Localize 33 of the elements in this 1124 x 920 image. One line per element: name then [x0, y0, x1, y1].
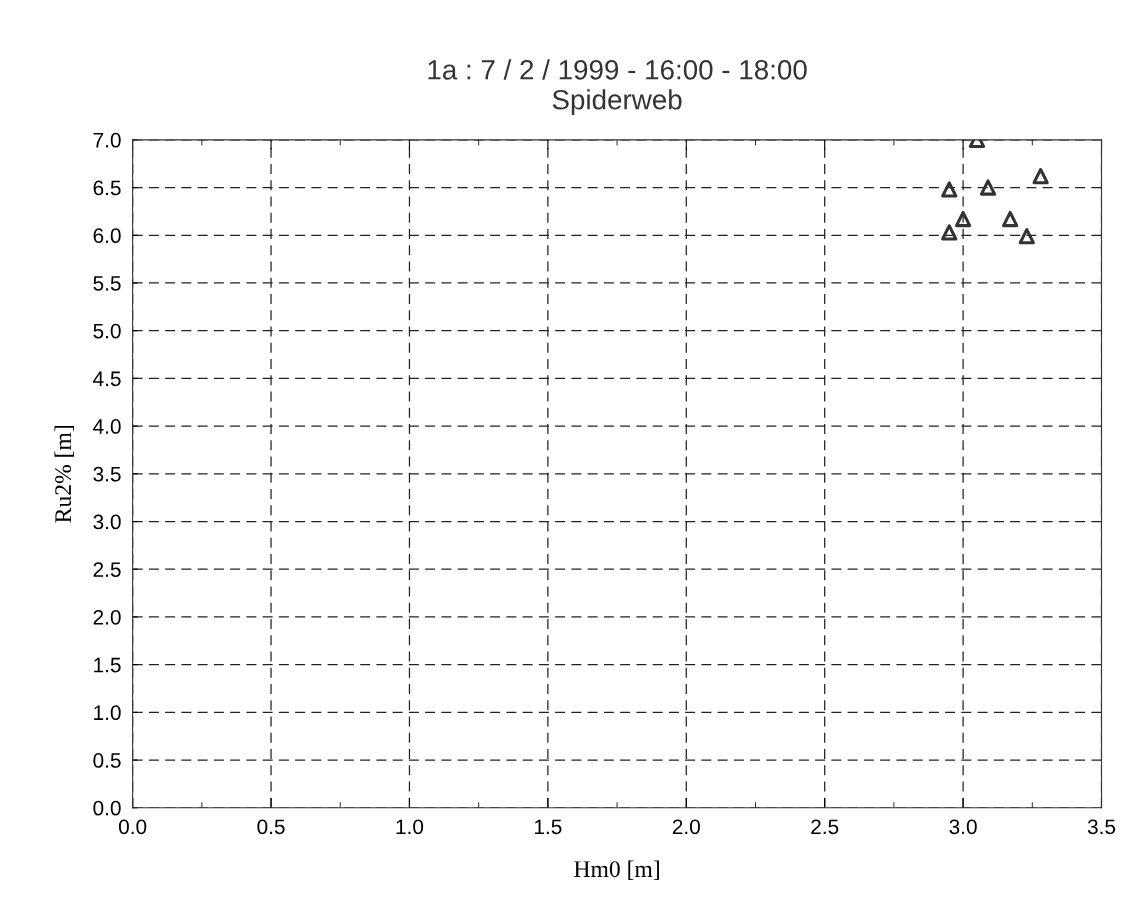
y-tick-label: 4.5 — [93, 371, 121, 387]
x-tick-label: 1.0 — [396, 819, 424, 835]
y-tick-label: 2.0 — [93, 609, 121, 625]
y-tick-label: 5.5 — [93, 276, 121, 291]
y-tick-label: 7.0 — [93, 132, 121, 148]
y-tick-label: 1.0 — [94, 705, 121, 721]
point — [941, 224, 958, 241]
x-tick-label: 1.5 — [534, 819, 562, 835]
x-tick-label: 3.5 — [1087, 819, 1116, 835]
x-tick-label: 0.5 — [257, 819, 285, 835]
x-tick-label: 0.0 — [118, 819, 147, 835]
x-tick-label: 2.0 — [672, 819, 700, 835]
point — [1002, 210, 1019, 228]
x-tick-label: 3.0 — [949, 819, 977, 835]
point — [1018, 228, 1035, 245]
point — [979, 179, 997, 196]
x-tick-label: 2.5 — [811, 819, 839, 835]
y-tick-label: 1.5 — [94, 657, 121, 673]
y-tick-label: 4.0 — [93, 419, 121, 434]
y-tick-label: 3.5 — [93, 466, 121, 482]
y-tick-label: 3.0 — [93, 514, 121, 530]
y-tick-label: 0.0 — [93, 800, 121, 816]
y-tick-label: 6.0 — [93, 228, 121, 244]
point — [941, 181, 958, 198]
y-tick-label: 0.5 — [93, 753, 121, 768]
point — [954, 210, 972, 228]
y-tick-label: 5.0 — [93, 323, 121, 339]
chart-title: 1a : 7 / 2 / 1999 - 16:00 - 18:00 Spiderweb — [428, 59, 807, 116]
y-tick-label: 2.5 — [93, 562, 121, 577]
x-axis-title: Hm0 [m] — [574, 860, 659, 881]
y-tick-label: 6.5 — [93, 180, 121, 196]
point — [1032, 167, 1049, 185]
y-axis-title: Ru2% [m] — [54, 426, 75, 523]
